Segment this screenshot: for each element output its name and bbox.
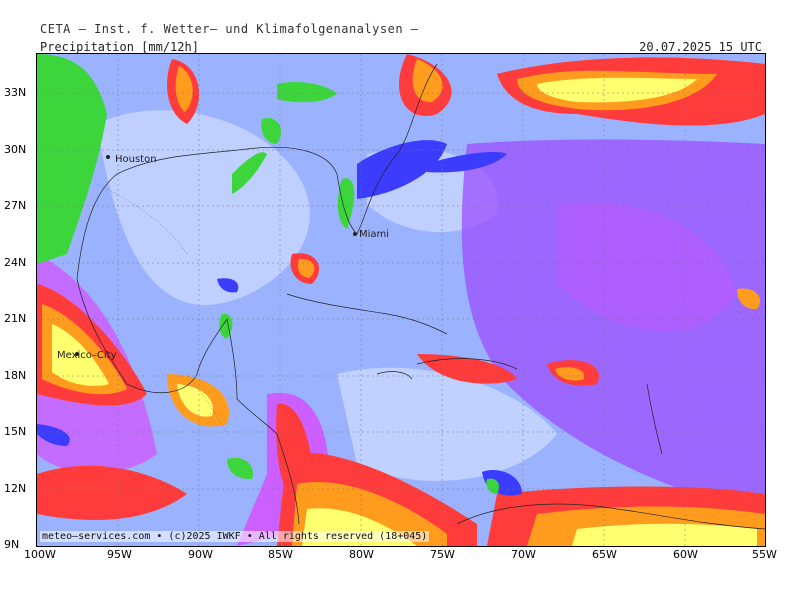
lat-label-24n: 24N xyxy=(4,256,27,269)
lat-label-21n: 21N xyxy=(4,312,27,325)
grid xyxy=(37,54,765,546)
precip-area-yellow xyxy=(537,77,697,103)
lat-label-12n: 12N xyxy=(4,482,27,495)
precip-area-light xyxy=(337,367,557,481)
precip-area-red xyxy=(417,354,517,384)
cuba-coast xyxy=(286,293,448,335)
city-label-miami: Miami xyxy=(359,229,389,240)
precip-area-green xyxy=(219,313,233,339)
lat-label-9n: 9N xyxy=(4,538,20,551)
lon-label-75w: 75W xyxy=(430,548,455,561)
borders xyxy=(96,183,228,435)
precip-area-purple xyxy=(557,202,737,332)
south-america-coast xyxy=(456,503,765,530)
city-label-houston: Houston xyxy=(115,154,157,165)
precip-area-yellow xyxy=(52,324,109,386)
precip-area-red xyxy=(37,465,187,520)
lon-label-60w: 60W xyxy=(673,548,698,561)
precip-area-orange xyxy=(555,367,585,381)
header-institute: CETA – Inst. f. Wetter– und Klimafolgena… xyxy=(40,22,419,36)
jamaica-coast xyxy=(376,371,413,380)
footer-credit: meteo–services.com • (c)2025 IWKF • All … xyxy=(40,531,430,542)
lat-label-27n: 27N xyxy=(4,199,27,212)
city-marker-mexico-city xyxy=(75,352,79,356)
precip-area-green xyxy=(277,82,337,103)
precip-area-green xyxy=(261,118,282,144)
precip-area-orange xyxy=(175,66,193,112)
precip-area-orange xyxy=(737,288,761,310)
gulf-coast xyxy=(76,63,438,280)
coastlines xyxy=(76,63,765,530)
precip-area-green xyxy=(37,54,107,264)
parameter-title: Precipitation [mm/12h] xyxy=(40,40,199,54)
lon-label-70w: 70W xyxy=(511,548,536,561)
lon-label-85w: 85W xyxy=(268,548,293,561)
map-canvas: Houston Miami Mexico–City xyxy=(37,54,765,546)
precip-area-dark-blue xyxy=(37,424,70,446)
precip-area-yellow xyxy=(572,523,757,546)
lon-label-100w: 100W xyxy=(24,548,56,561)
city-marker-houston xyxy=(106,155,110,159)
precip-area-dark-blue xyxy=(427,152,507,173)
lon-label-80w: 80W xyxy=(349,548,374,561)
precip-area-orange xyxy=(297,258,315,278)
central-america-coast xyxy=(76,278,300,525)
city-label-mexico-city: Mexico–City xyxy=(57,350,117,361)
precip-area-green xyxy=(227,457,253,480)
lon-label-95w: 95W xyxy=(107,548,132,561)
lon-label-55w: 55W xyxy=(752,548,777,561)
forecast-datetime: 20.07.2025 15 UTC xyxy=(639,40,762,54)
hispaniola-coast xyxy=(416,358,518,370)
lon-label-65w: 65W xyxy=(592,548,617,561)
lon-label-90w: 90W xyxy=(188,548,213,561)
precip-area-dark-blue xyxy=(217,278,239,293)
lat-label-30n: 30N xyxy=(4,143,27,156)
lat-label-15n: 15N xyxy=(4,425,27,438)
city-marker-miami xyxy=(353,232,357,236)
lat-label-18n: 18N xyxy=(4,369,27,382)
precipitation-map: Houston Miami Mexico–City xyxy=(36,53,766,547)
precip-area-dark-blue xyxy=(357,140,447,199)
lat-label-33n: 33N xyxy=(4,86,27,99)
lesser-antilles xyxy=(646,383,663,455)
precip-area-green xyxy=(486,478,499,494)
precip-area-green xyxy=(337,178,355,229)
precip-area-yellow xyxy=(177,384,213,417)
precip-area-green xyxy=(232,152,267,194)
border-line xyxy=(186,373,228,435)
